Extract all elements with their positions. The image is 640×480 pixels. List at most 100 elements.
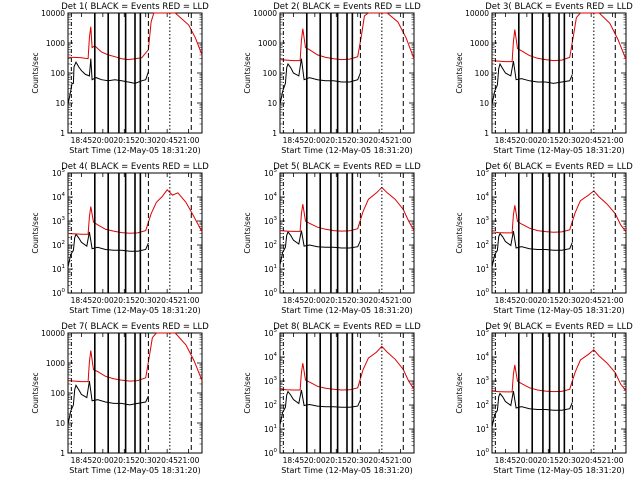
y-tick-label: 102 [52,240,65,250]
x-tick-label: 20:45 [368,456,390,465]
y-tick-label: 105 [264,168,278,178]
y-tick-label: 1 [484,129,489,138]
chart-title: Det 6( BLACK = Events RED = LLD [485,162,633,172]
x-tick-label: 20:15 [113,296,135,305]
y-tick-label: 103 [52,216,66,226]
y-tick-label: 10 [55,419,65,428]
y-tick-label: 101 [264,264,277,274]
x-tick-label: 20:30 [347,296,369,305]
x-tick-label: 20:30 [559,296,581,305]
y-tick-label: 100 [476,448,490,458]
chart-title: Det 9( BLACK = Events RED = LLD [485,322,633,332]
x-tick-label: 18:45 [71,296,93,305]
x-tick-label: 20:15 [325,136,347,145]
series-line-lld [67,332,203,383]
y-tick-label: 105 [476,168,490,178]
series-line-events [491,391,573,428]
y-tick-label: 1000 [46,359,65,368]
chart-title: Det 7( BLACK = Events RED = LLD [61,322,209,332]
y-axis-label: Counts/sec [243,52,252,93]
x-tick-label: 21:00 [390,456,412,465]
y-tick-label: 100 [51,389,66,398]
series-line-lld [68,12,203,61]
x-tick-label: 20:30 [559,136,581,145]
chart-panel-6: Det 6( BLACK = Events RED = LLD 100 101 102… [455,162,633,315]
chart-title: Det 2( BLACK = Events RED = LLD [273,2,421,12]
x-tick-label: 20:45 [156,456,178,465]
y-tick-label: 102 [264,400,277,410]
x-tick-label: 21:00 [390,136,412,145]
x-tick-label: 18:45 [283,456,305,465]
y-axis-label: Counts/sec [455,372,464,413]
x-tick-label: 20:00 [516,296,538,305]
chart-panel-8: Det 8( BLACK = Events RED = LLD 100 101 102… [243,322,421,475]
chart-panel-9: Det 9( BLACK = Events RED = LLD 100 101 102… [455,322,633,475]
series-line-events [67,231,149,268]
chart-title: Det 5( BLACK = Events RED = LLD [273,162,421,172]
x-axis-label: Start Time (12-May-05 18:31:20) [69,306,200,315]
y-axis-label: Counts/sec [455,52,464,93]
x-axis-label: Start Time (12-May-05 18:31:20) [281,146,412,155]
x-tick-label: 20:45 [156,296,178,305]
x-tick-label: 21:00 [602,136,624,145]
y-tick-label: 104 [476,192,490,202]
x-tick-label: 20:45 [368,136,390,145]
y-tick-label: 104 [476,352,490,362]
y-axis-label: Counts/sec [31,372,40,413]
x-tick-label: 20:00 [304,136,326,145]
y-axis-label: Counts/sec [243,212,252,253]
y-tick-label: 103 [264,216,278,226]
x-tick-label: 21:00 [390,296,412,305]
x-tick-label: 20:30 [135,136,157,145]
y-tick-label: 10000 [41,9,65,18]
y-tick-label: 100 [52,288,66,298]
chart-title: Det 4( BLACK = Events RED = LLD [61,162,209,172]
series-line-lld [491,190,627,234]
x-tick-label: 20:15 [537,136,559,145]
x-axis-label: Start Time (12-May-05 18:31:20) [69,146,200,155]
chart-title: Det 3( BLACK = Events RED = LLD [485,2,633,12]
x-tick-label: 20:30 [559,456,581,465]
y-tick-label: 103 [476,376,490,386]
y-tick-label: 102 [476,400,489,410]
x-tick-label: 21:00 [178,136,200,145]
y-tick-label: 1 [272,129,277,138]
y-axis-label: Counts/sec [455,212,464,253]
x-tick-label: 20:00 [92,136,114,145]
y-tick-label: 104 [52,192,66,202]
x-tick-label: 20:30 [347,136,369,145]
x-tick-label: 20:15 [113,456,135,465]
x-tick-label: 20:30 [135,296,157,305]
y-tick-label: 10000 [253,9,277,18]
x-tick-label: 21:00 [602,456,624,465]
x-tick-label: 18:45 [283,296,305,305]
x-tick-label: 20:15 [537,456,559,465]
x-tick-label: 20:15 [113,136,135,145]
series-line-lld [279,345,415,391]
chart-panel-5: Det 5( BLACK = Events RED = LLD 100 101 102… [243,162,421,315]
y-tick-label: 101 [264,424,277,434]
x-tick-label: 20:00 [516,136,538,145]
x-tick-label: 18:45 [71,136,93,145]
y-tick-label: 1000 [470,39,489,48]
y-tick-label: 101 [52,264,65,274]
y-tick-label: 104 [264,192,278,202]
chart-title: Det 1( BLACK = Events RED = LLD [61,2,209,12]
y-tick-label: 105 [264,328,278,338]
y-axis-label: Counts/sec [243,372,252,413]
chart-panel-1: Det 1( BLACK = Events RED = LLD 1 10 100 100… [31,2,209,155]
series-line-events [279,230,361,265]
y-tick-label: 104 [264,352,278,362]
x-tick-label: 21:00 [178,296,200,305]
series-line-events [279,389,361,425]
x-tick-label: 20:45 [368,296,390,305]
y-tick-label: 10 [267,99,277,108]
x-tick-label: 20:00 [516,456,538,465]
x-axis-label: Start Time (12-May-05 18:31:20) [281,466,412,475]
y-tick-label: 10 [479,99,489,108]
chart-title: Det 8( BLACK = Events RED = LLD [273,322,421,332]
x-axis-label: Start Time (12-May-05 18:31:20) [493,146,624,155]
x-tick-label: 20:30 [347,456,369,465]
series-line-events [67,58,149,105]
series-line-events [67,381,149,425]
